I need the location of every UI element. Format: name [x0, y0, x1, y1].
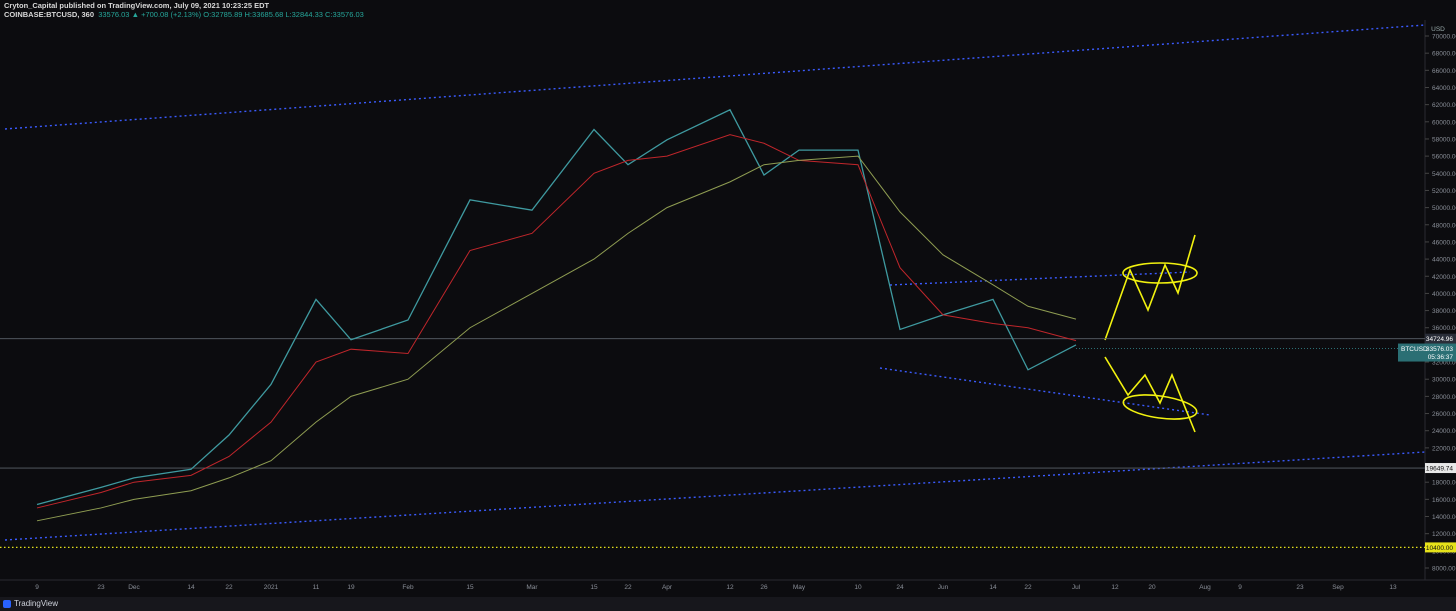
x-tick-label: Jul: [1072, 584, 1081, 591]
trendline: [889, 271, 1191, 286]
y-tick-label: 40000.00: [1432, 291, 1456, 298]
x-tick-label: 12: [726, 584, 734, 591]
publisher: Cryton_Capital published on TradingView.…: [4, 1, 270, 10]
symbol: COINBASE:BTCUSD, 360: [4, 10, 95, 19]
y-tick-label: 54000.00: [1432, 171, 1456, 178]
x-tick-label: May: [793, 584, 806, 591]
x-tick-label: 15: [466, 584, 474, 591]
moving-average: [36, 155, 1077, 522]
level-box: [1425, 333, 1456, 344]
logo: [3, 600, 11, 608]
drawing: [1104, 234, 1196, 341]
x-tick-label: Feb: [402, 584, 414, 591]
x-tick-label: 14: [989, 584, 997, 591]
y-tick-label: 52000.00: [1432, 188, 1456, 195]
y-tick-label: 22000.00: [1432, 445, 1456, 452]
x-tick-label: 2021: [264, 584, 279, 591]
last-price-symbol: BTCUSD: [1401, 346, 1428, 353]
drawing: [1122, 394, 1198, 420]
header: Cryton_Capital published on TradingView.…: [4, 1, 364, 19]
x-tick-label: 9: [1238, 584, 1242, 591]
trendlines: [4, 24, 1426, 541]
x-tick-label: 26: [760, 584, 768, 591]
y-tick-label: 68000.00: [1432, 51, 1456, 58]
level-box: [1425, 542, 1456, 553]
y-tick-label: 48000.00: [1432, 222, 1456, 229]
trendline: [4, 451, 1426, 541]
level-label: 10400.00: [1426, 545, 1453, 552]
y-tick-label: 24000.00: [1432, 428, 1456, 435]
x-tick-label: 23: [97, 584, 105, 591]
last-price-label: 33576.03: [1426, 346, 1453, 353]
x-tick-label: 19: [347, 584, 355, 591]
footer: TradingView: [0, 597, 1456, 611]
last-price-box: [1398, 343, 1456, 362]
x-tick-label: Mar: [526, 584, 538, 591]
y-tick-label: 32000.00: [1432, 360, 1456, 367]
chart: USD 8000.0010000.0012000.0014000.0016000…: [0, 20, 1456, 591]
x-tick-label: Aug: [1199, 584, 1211, 591]
trendline: [4, 24, 1426, 130]
brand: TradingView: [14, 599, 59, 608]
y-tick-label: 70000.00: [1432, 34, 1456, 41]
y-tick-label: 62000.00: [1432, 102, 1456, 109]
price-line: [36, 108, 1077, 506]
x-tick-label: Jun: [938, 584, 949, 591]
x-tick-label: Sep: [1332, 584, 1344, 591]
y-tick-label: 36000.00: [1432, 325, 1456, 332]
x-tick-label: 20: [1148, 584, 1156, 591]
ohlc: O:32785.89 H:33685.68 L:32844.33 C:33576…: [203, 10, 364, 19]
y-tick-label: 18000.00: [1432, 480, 1456, 487]
x-tick-label: 24: [896, 584, 904, 591]
x-tick-label: 22: [1024, 584, 1032, 591]
y-tick-label: 8000.00: [1432, 566, 1456, 573]
y-tick-label: 56000.00: [1432, 154, 1456, 161]
y-tick-label: 30000.00: [1432, 377, 1456, 384]
y-tick-label: 46000.00: [1432, 239, 1456, 246]
level-label: 34724.96: [1426, 336, 1453, 343]
y-tick-label: 44000.00: [1432, 257, 1456, 264]
change: ▲ +700.08 (+2.13%): [131, 10, 202, 19]
level-box: [1425, 463, 1456, 474]
y-tick-label: 58000.00: [1432, 136, 1456, 143]
last: 33576.03: [98, 10, 130, 19]
x-tick-label: 9: [35, 584, 39, 591]
drawing: [1104, 356, 1196, 433]
drawings: [1104, 234, 1198, 433]
x-tick-label: 11: [313, 584, 320, 591]
x-tick-label: Apr: [662, 584, 673, 591]
y-tick-label: 12000.00: [1432, 531, 1456, 538]
x-tick-label: 22: [624, 584, 632, 591]
y-tick-label: 28000.00: [1432, 394, 1456, 401]
y-tick-label: 66000.00: [1432, 68, 1456, 75]
x-tick-label: 12: [1111, 584, 1119, 591]
x-tick-label: 23: [1296, 584, 1304, 591]
y-tick-label: 50000.00: [1432, 205, 1456, 212]
y-tick-label: 14000.00: [1432, 514, 1456, 521]
x-tick-label: Dec: [128, 584, 140, 591]
x-tick-label: 13: [1389, 584, 1397, 591]
y-tick-label: 42000.00: [1432, 274, 1456, 281]
x-tick-label: 14: [187, 584, 195, 591]
y-tick-label: 60000.00: [1432, 119, 1456, 126]
y-tick-label: 16000.00: [1432, 497, 1456, 504]
x-tick-label: 10: [854, 584, 862, 591]
moving-average: [36, 134, 1077, 509]
y-tick-label: 38000.00: [1432, 308, 1456, 315]
y-tick-label: 26000.00: [1432, 411, 1456, 418]
y-tick-label: 64000.00: [1432, 85, 1456, 92]
trendline: [879, 367, 1211, 416]
drawing: [1122, 262, 1198, 284]
x-tick-label: 22: [225, 584, 233, 591]
countdown: 05:36:37: [1428, 354, 1454, 361]
level-label: 19649.74: [1426, 466, 1453, 473]
x-tick-label: 15: [590, 584, 598, 591]
currency: USD: [1431, 26, 1445, 33]
